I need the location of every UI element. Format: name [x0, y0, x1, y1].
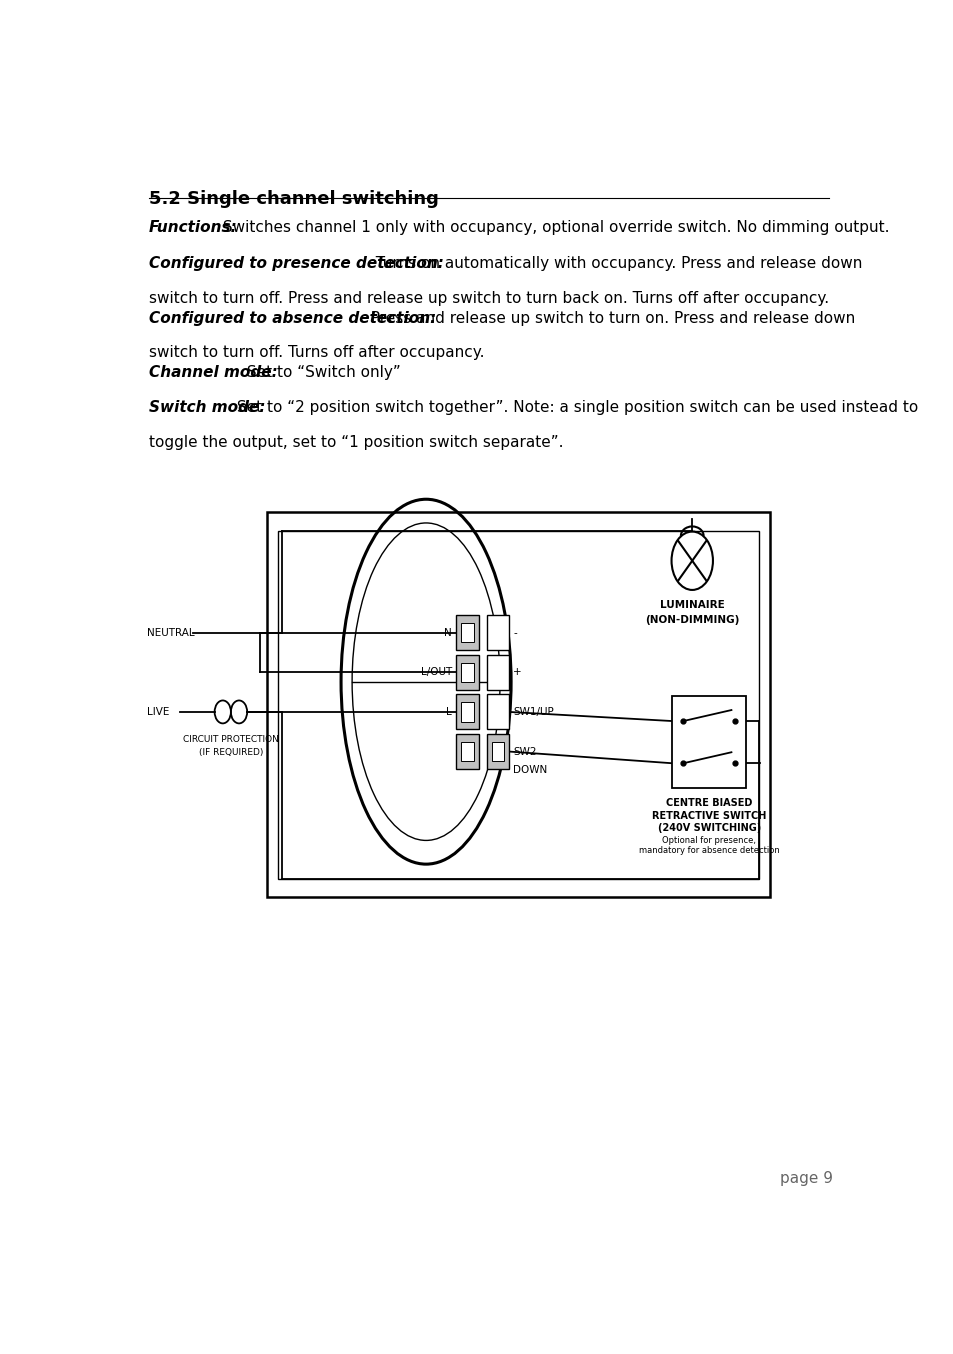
Text: DOWN: DOWN	[513, 765, 547, 776]
Text: switch to turn off. Press and release up switch to turn back on. Turns off after: switch to turn off. Press and release up…	[149, 291, 828, 306]
Text: Turns on automatically with occupancy. Press and release down: Turns on automatically with occupancy. P…	[366, 256, 862, 271]
Text: toggle the output, set to “1 position switch separate”.: toggle the output, set to “1 position sw…	[149, 435, 562, 450]
Text: L: L	[446, 707, 452, 716]
Text: Optional for presence,: Optional for presence,	[661, 835, 756, 845]
Text: Configured to presence detection:: Configured to presence detection:	[149, 256, 443, 271]
Text: CIRCUIT PROTECTION: CIRCUIT PROTECTION	[183, 735, 278, 743]
Text: +: +	[513, 668, 521, 677]
Text: Switch mode:: Switch mode:	[149, 401, 265, 416]
Text: RETRACTIVE SWITCH: RETRACTIVE SWITCH	[652, 811, 765, 821]
Text: (240V SWITCHING): (240V SWITCHING)	[657, 823, 760, 834]
FancyBboxPatch shape	[672, 696, 745, 788]
Text: LIVE: LIVE	[147, 707, 170, 716]
Text: switch to turn off. Turns off after occupancy.: switch to turn off. Turns off after occu…	[149, 345, 484, 360]
FancyBboxPatch shape	[486, 734, 508, 769]
FancyBboxPatch shape	[486, 655, 508, 689]
Text: 5.2 Single channel switching: 5.2 Single channel switching	[149, 190, 438, 207]
Text: Set to “Switch only”: Set to “Switch only”	[242, 364, 400, 379]
FancyBboxPatch shape	[461, 742, 474, 761]
Text: (IF REQUIRED): (IF REQUIRED)	[198, 749, 263, 757]
Text: -: -	[513, 628, 517, 638]
FancyBboxPatch shape	[486, 615, 508, 650]
Text: L/OUT: L/OUT	[420, 668, 452, 677]
Text: page 9: page 9	[779, 1171, 832, 1186]
FancyBboxPatch shape	[456, 695, 478, 730]
FancyBboxPatch shape	[461, 662, 474, 682]
Text: SW2: SW2	[513, 746, 537, 757]
Text: mandatory for absence detection: mandatory for absence detection	[639, 846, 779, 856]
Text: Channel mode:: Channel mode:	[149, 364, 277, 379]
FancyBboxPatch shape	[461, 623, 474, 642]
FancyBboxPatch shape	[486, 695, 508, 730]
Text: NEUTRAL: NEUTRAL	[147, 628, 194, 638]
Text: N: N	[444, 628, 452, 638]
Text: Set to “2 position switch together”. Note: a single position switch can be used : Set to “2 position switch together”. Not…	[232, 401, 917, 416]
Text: Functions:: Functions:	[149, 219, 237, 234]
FancyBboxPatch shape	[456, 734, 478, 769]
FancyBboxPatch shape	[456, 655, 478, 689]
Text: LUMINAIRE: LUMINAIRE	[659, 600, 724, 611]
Text: SW1/UP: SW1/UP	[513, 707, 554, 716]
Text: Press and release up switch to turn on. Press and release down: Press and release up switch to turn on. …	[360, 310, 855, 325]
Text: (NON-DIMMING): (NON-DIMMING)	[644, 615, 739, 626]
FancyBboxPatch shape	[456, 615, 478, 650]
Text: Configured to absence detection:: Configured to absence detection:	[149, 310, 436, 325]
Text: Switches channel 1 only with occupancy, optional override switch. No dimming out: Switches channel 1 only with occupancy, …	[218, 219, 889, 234]
FancyBboxPatch shape	[461, 703, 474, 722]
Text: CENTRE BIASED: CENTRE BIASED	[665, 799, 752, 808]
FancyBboxPatch shape	[491, 742, 503, 761]
